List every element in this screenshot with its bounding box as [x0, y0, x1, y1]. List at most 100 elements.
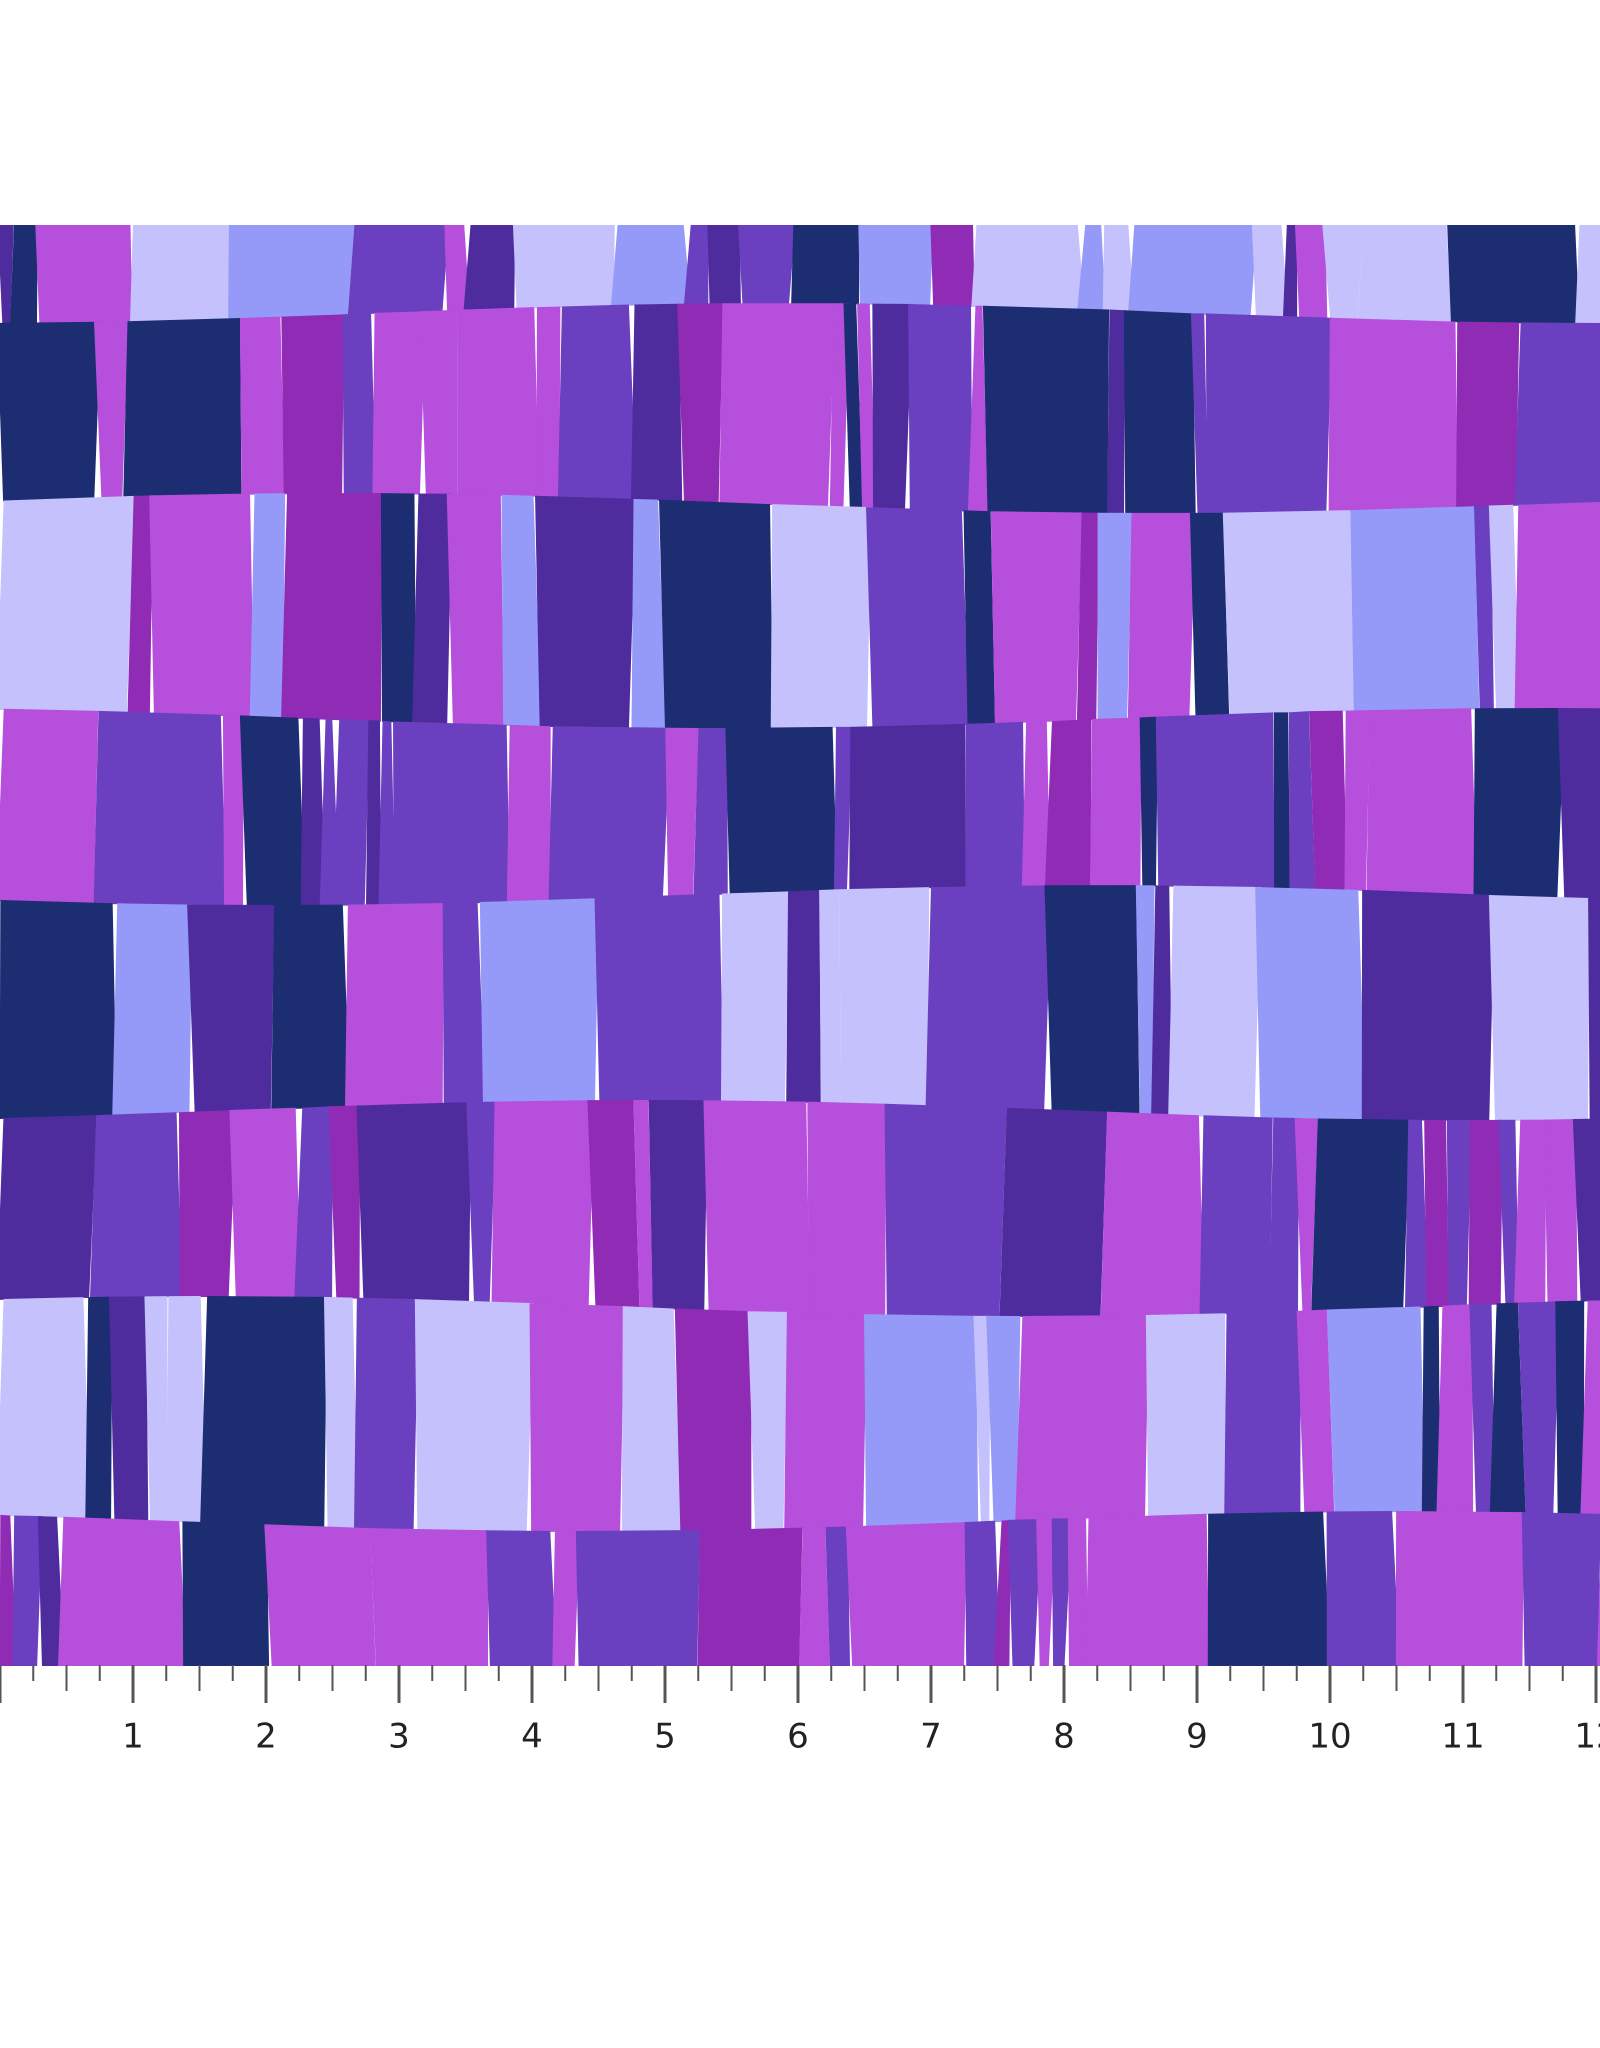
stripe	[1514, 501, 1600, 710]
stripe	[963, 510, 996, 725]
stripe	[965, 721, 1025, 888]
stripe	[93, 710, 227, 906]
stripe	[1555, 1300, 1585, 1515]
stripe	[222, 714, 244, 906]
stripe	[1021, 721, 1051, 887]
stripe	[123, 317, 242, 498]
stripe	[1456, 321, 1520, 508]
stripe	[630, 303, 683, 502]
stripe	[1498, 1119, 1519, 1305]
stripe	[587, 1100, 640, 1308]
stripe	[665, 727, 699, 897]
ruler-label: 4	[521, 1717, 543, 1757]
stripe	[1518, 1301, 1560, 1514]
stripe	[127, 495, 154, 714]
ruler-label: 8	[1053, 1717, 1075, 1757]
stripe	[506, 724, 551, 903]
stripe	[833, 726, 853, 891]
stripe	[12, 1515, 43, 1666]
stripe	[621, 1306, 682, 1532]
stripe	[1273, 712, 1291, 889]
stripe	[1361, 889, 1495, 1121]
stripe	[179, 1110, 237, 1298]
stripe	[1322, 225, 1364, 321]
stripe	[1446, 1119, 1472, 1307]
stripe	[990, 511, 1083, 724]
stripe	[872, 303, 913, 510]
stripe	[697, 1527, 803, 1666]
stripe	[294, 1106, 333, 1299]
stripe	[610, 225, 691, 306]
stripe	[986, 1315, 1021, 1523]
stripe	[1366, 708, 1478, 896]
stripe	[1309, 710, 1348, 891]
stripe	[85, 1296, 113, 1520]
stripe	[535, 495, 637, 729]
stripe	[693, 727, 728, 896]
stripe	[281, 314, 345, 495]
ruler-label: 10	[1308, 1717, 1351, 1757]
ruler-label: 9	[1186, 1717, 1208, 1757]
stripe	[1224, 1310, 1301, 1515]
stripe	[1357, 225, 1452, 323]
stripe	[1189, 512, 1230, 717]
stripe	[491, 1100, 595, 1307]
stripe	[89, 1112, 183, 1298]
stripe	[819, 889, 841, 1104]
stripe	[1007, 1519, 1042, 1666]
stripe	[1199, 1115, 1273, 1315]
stripe	[1107, 309, 1125, 514]
stripe	[1128, 225, 1258, 317]
stripe	[1473, 505, 1494, 710]
stripe	[1205, 313, 1333, 514]
ruler-label: 12	[1574, 1717, 1600, 1757]
stripe	[1421, 1305, 1441, 1513]
stripe	[323, 1296, 359, 1529]
stripe	[529, 1303, 625, 1532]
stripe	[843, 303, 863, 509]
ruler-label: 2	[255, 1717, 277, 1757]
stripe	[845, 1522, 967, 1666]
stripe	[328, 1105, 361, 1299]
stripe	[501, 494, 542, 727]
stripe	[866, 507, 970, 728]
stripe	[930, 225, 975, 307]
stripe	[1282, 225, 1298, 319]
stripe	[271, 904, 351, 1110]
stripe	[707, 225, 741, 305]
stripe	[858, 225, 934, 306]
stripe	[354, 1297, 419, 1531]
stripe	[1488, 895, 1590, 1121]
stripe	[109, 1296, 149, 1521]
stripe	[0, 1297, 91, 1519]
stripe	[35, 225, 133, 324]
stripe	[1326, 1511, 1400, 1666]
stripe	[1489, 1302, 1526, 1514]
stripe	[674, 1308, 752, 1532]
stripe	[365, 720, 382, 906]
stripe	[548, 726, 671, 901]
stripe	[973, 1315, 991, 1523]
stripe	[58, 1516, 187, 1666]
stripe	[369, 1528, 489, 1666]
stripe	[964, 1520, 1001, 1666]
stripe	[1076, 512, 1099, 721]
stripe	[1067, 1517, 1089, 1666]
stripe	[993, 1519, 1011, 1666]
stripe	[1269, 1117, 1299, 1313]
stripe	[1521, 1512, 1600, 1666]
stripe	[0, 321, 102, 502]
stripe	[1135, 885, 1155, 1115]
stripe	[486, 1530, 557, 1666]
stripe	[1190, 313, 1209, 514]
stripe	[1044, 718, 1092, 887]
stripe	[229, 1107, 301, 1298]
stripe	[1424, 1119, 1450, 1308]
stripe	[784, 1311, 867, 1530]
stripe	[725, 726, 838, 895]
stripe	[1350, 506, 1480, 712]
stripe	[1473, 708, 1565, 899]
stripe	[1085, 1513, 1210, 1666]
stripe	[747, 1311, 788, 1530]
